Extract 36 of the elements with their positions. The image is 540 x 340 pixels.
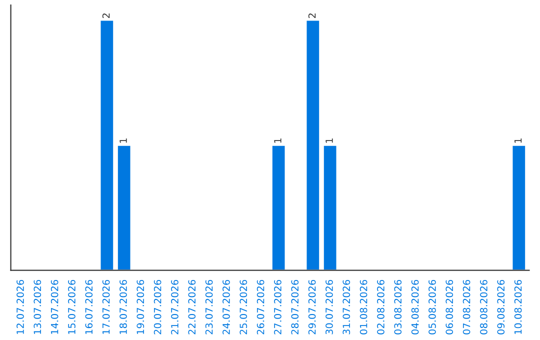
x-tick-label: 18.07.2026 (120, 280, 127, 334)
x-tick-label: 26.07.2026 (256, 280, 264, 334)
x-tick-label: 22.07.2026 (188, 280, 196, 334)
x-tick-label: 04.08.2026 (411, 280, 419, 334)
x-tick-label: 21.07.2026 (171, 280, 178, 334)
data-label: 1 (326, 138, 333, 143)
x-tick-label: 06.08.2026 (446, 280, 454, 334)
x-tick-label: 28.07.2026 (291, 280, 299, 334)
x-tick-label: 20.07.2026 (154, 280, 162, 334)
x-tick-label: 31.07.2026 (342, 280, 350, 334)
x-tick-label: 14.07.2026 (50, 280, 58, 334)
x-tick-label: 09.08.2026 (497, 280, 505, 334)
data-label: 2 (308, 14, 316, 18)
x-tick-label: 25.07.2026 (240, 280, 248, 334)
x-tick-label: 12.07.2026 (16, 280, 24, 334)
x-tick-label: 16.07.2026 (85, 280, 93, 334)
data-label: 2 (102, 14, 110, 18)
x-tick-label: 17.07.2026 (102, 280, 110, 334)
data-label: 1 (514, 138, 522, 143)
x-tick-label: 19.07.2026 (136, 280, 144, 334)
x-tick-label: 03.08.2026 (394, 280, 402, 334)
x-tick-label: 01.08.2026 (360, 280, 368, 334)
x-tick-label: 02.08.2026 (377, 280, 384, 334)
x-tick-label: 27.07.2026 (274, 280, 282, 334)
x-tick-label: 29.07.2026 (308, 280, 316, 334)
x-tick-label: 24.07.2026 (222, 280, 230, 334)
data-label: 1 (274, 138, 282, 143)
x-tick-label: 07.08.2026 (462, 280, 470, 334)
x-tick-label: 23.07.2026 (205, 280, 213, 334)
x-tick-label: 10.08.2026 (514, 280, 522, 334)
data-label: 1 (120, 138, 127, 143)
x-tick-label: 30.07.2026 (326, 280, 333, 334)
x-tick-label: 08.08.2026 (480, 280, 488, 334)
x-tick-label: 05.08.2026 (428, 280, 436, 334)
x-tick-label: 15.07.2026 (68, 280, 76, 334)
x-tick-label: 13.07.2026 (34, 280, 42, 334)
